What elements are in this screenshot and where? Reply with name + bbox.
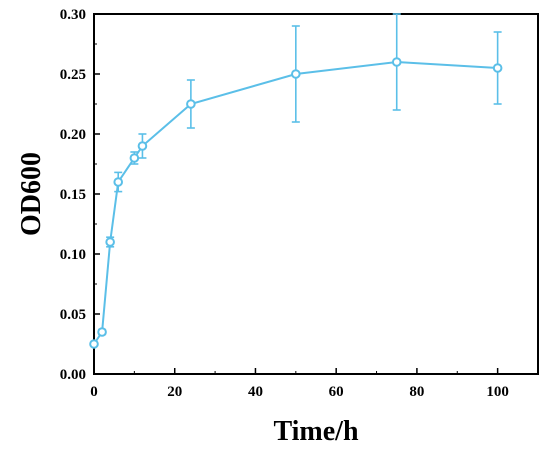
y-axis-ticks: 0.00 0.05 0.10 0.15 0.20 0.25 0.30 xyxy=(60,7,100,383)
data-point xyxy=(186,99,196,109)
y-axis-title: OD600 xyxy=(16,152,47,236)
data-point xyxy=(291,69,301,79)
data-point xyxy=(129,153,140,163)
plot-frame xyxy=(93,13,539,375)
data-point xyxy=(97,327,107,337)
data-point xyxy=(113,177,124,187)
data-point xyxy=(137,141,148,151)
y-tick-label: 0.25 xyxy=(60,67,86,83)
data-point xyxy=(89,339,99,349)
x-axis-title: Time/h xyxy=(273,416,358,447)
x-tick-label: 60 xyxy=(329,384,344,400)
x-tick-label: 20 xyxy=(167,384,182,400)
x-tick-label: 100 xyxy=(486,384,509,400)
series-line xyxy=(93,60,498,345)
y-tick-label: 0.15 xyxy=(60,187,86,203)
data-series xyxy=(89,13,503,349)
y-tick-label: 0.10 xyxy=(60,247,86,263)
y-tick-label: 0.00 xyxy=(60,367,86,383)
data-point xyxy=(492,63,503,73)
data-point xyxy=(105,237,115,247)
data-point xyxy=(391,57,402,67)
y-tick-label: 0.05 xyxy=(60,307,86,323)
x-axis-ticks: 0 20 40 60 80 100 xyxy=(90,368,509,400)
x-tick-label: 40 xyxy=(248,384,263,400)
x-tick-label: 80 xyxy=(409,384,424,400)
x-tick-label: 0 xyxy=(90,384,98,400)
y-tick-label: 0.30 xyxy=(60,7,86,23)
y-tick-label: 0.20 xyxy=(60,127,86,143)
